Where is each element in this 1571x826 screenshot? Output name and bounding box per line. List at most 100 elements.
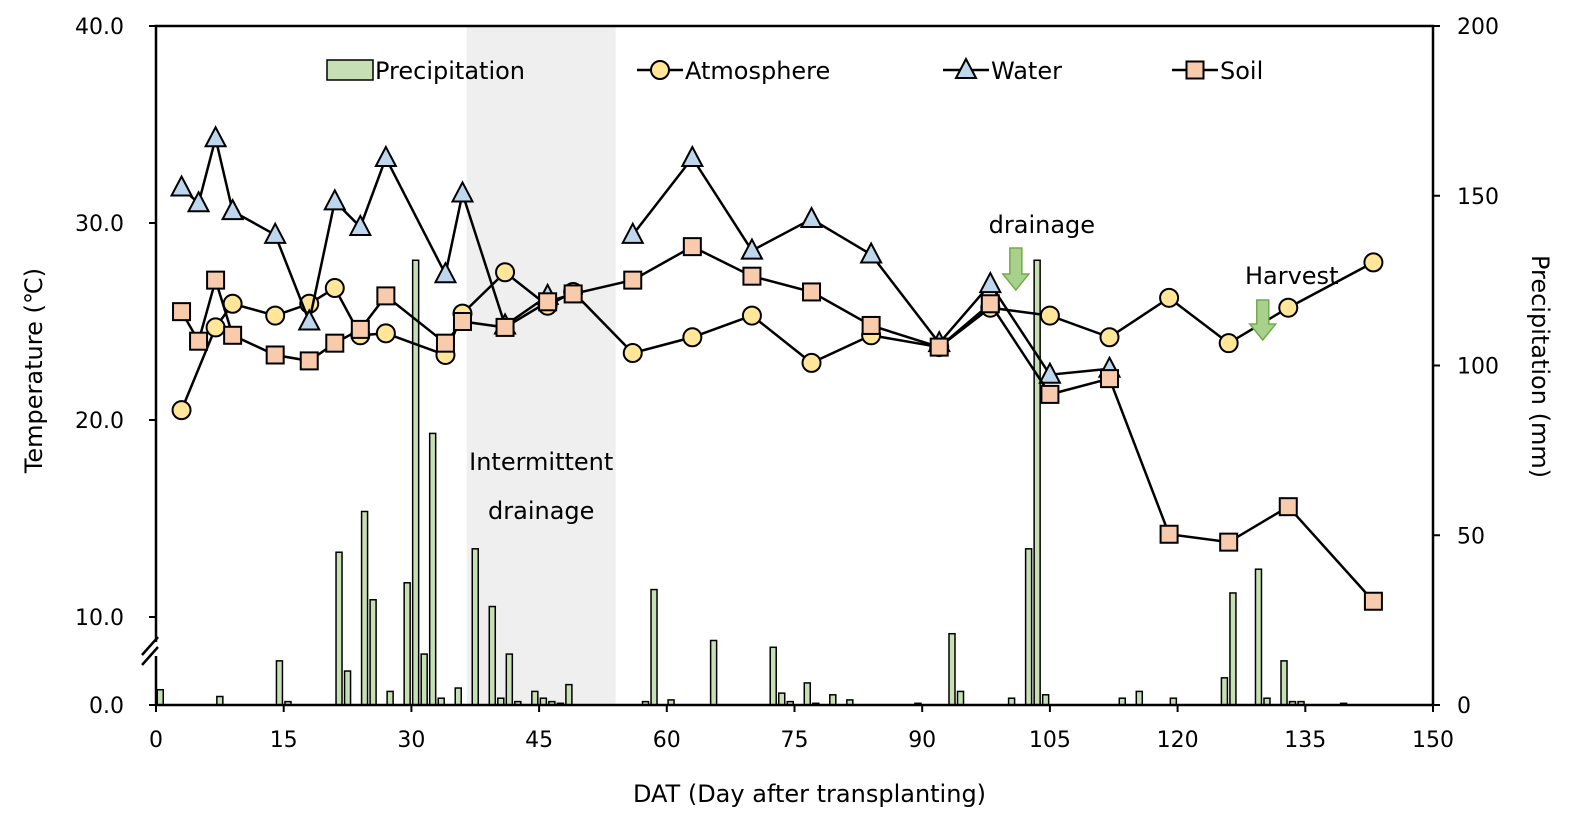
soil-point [980, 294, 1000, 314]
legend: Precipitation Atmosphere Water Soil [326, 56, 1263, 85]
series-lines [169, 125, 1384, 611]
y-right-tick-label: 100 [1457, 355, 1499, 380]
precipitation-bar [386, 690, 394, 706]
soil-point [1278, 497, 1298, 517]
precipitation-legend-swatch [326, 59, 374, 81]
water-legend-label: Water [991, 57, 1062, 85]
precipitation-bar [156, 688, 165, 706]
x-tick-label: 30 [397, 728, 425, 753]
atmosphere-point [171, 400, 192, 421]
soil-point [265, 345, 285, 365]
shaded-region-label-line-1: Intermittent [469, 448, 613, 476]
annotation-label: drainage [989, 211, 1095, 239]
water-point [203, 125, 228, 148]
atmosphere-point [1218, 333, 1239, 354]
precipitation-bar [1220, 677, 1229, 706]
soil-point [742, 266, 762, 286]
soil-point [1040, 384, 1060, 404]
x-tick-label: 90 [908, 728, 936, 753]
water-point [263, 221, 287, 244]
shaded-region [466, 26, 616, 705]
x-tick-label: 105 [1029, 728, 1071, 753]
soil-legend-label: Soil [1220, 57, 1263, 85]
precipitation-bar [948, 632, 956, 706]
atmosphere-legend-label: Atmosphere [685, 57, 830, 85]
precipitation-bar [403, 582, 411, 706]
left-axis-title: Temperature (℃) [20, 268, 48, 474]
precipitation-bar [369, 599, 377, 706]
precipitation-bar [829, 694, 837, 706]
atmosphere-point [265, 305, 286, 326]
precipitation-bar [420, 653, 428, 706]
soil-legend-marker [1185, 60, 1205, 80]
precipitation-bar [1041, 694, 1050, 706]
water-point [348, 213, 372, 236]
precipitation-bar [488, 605, 497, 706]
atmosphere-point [801, 352, 822, 373]
precipitation-bar [956, 690, 965, 706]
precipitation-bar [1280, 660, 1288, 706]
water-point [740, 237, 764, 260]
atmosphere-point [205, 317, 226, 338]
x-tick-label: 135 [1284, 728, 1326, 753]
x-tick-label: 15 [270, 728, 298, 753]
plot-frame [154, 24, 1435, 707]
precipitation-bar [335, 551, 343, 706]
soil-point [452, 312, 472, 331]
water-legend-marker [954, 56, 978, 79]
precipitation-legend-label: Precipitation [375, 57, 525, 85]
y-right-tick-label: 50 [1457, 524, 1485, 549]
soil-point [189, 331, 209, 351]
y-left-tick-label: 0.0 [89, 694, 124, 719]
water-point [1038, 361, 1062, 384]
precipitation-bar [650, 588, 658, 706]
axis-break-line [141, 646, 159, 666]
precipitation-bar [769, 646, 777, 706]
soil-point [495, 317, 515, 337]
atmosphere-point [682, 327, 703, 348]
atmosphere-legend-marker [650, 60, 670, 80]
atmosphere-point [1278, 297, 1299, 318]
soil-point [802, 282, 822, 302]
water-point [799, 205, 824, 229]
x-tick-label: 120 [1157, 728, 1199, 753]
soil-point [223, 325, 243, 345]
y-left-tick-label: 30.0 [75, 212, 124, 237]
precipitation-bar [1254, 568, 1263, 706]
water-point [374, 144, 398, 167]
precipitation-bar [216, 695, 224, 706]
water-point [621, 221, 645, 244]
soil-point [1099, 369, 1119, 389]
atmosphere-point [222, 293, 243, 314]
precipitation-bar [360, 510, 369, 706]
precipitation-bar [777, 692, 786, 706]
soil-point [1363, 591, 1383, 611]
annotation-arrow [1001, 247, 1031, 292]
precipitation-bar [428, 432, 437, 706]
annotation-arrow [1248, 299, 1278, 342]
precipitation-bar [454, 687, 462, 706]
precipitation-bar [411, 259, 420, 706]
y-left-tick-label: 10.0 [75, 606, 124, 631]
atmosphere-point [1099, 327, 1120, 348]
atmosphere-point [375, 323, 396, 344]
precipitation-bar [1135, 690, 1144, 706]
x-tick-label: 75 [781, 728, 809, 753]
water-point [433, 261, 458, 284]
precipitation-bar [565, 683, 573, 706]
precipitation-bar [803, 682, 812, 706]
soil-point [538, 292, 558, 312]
precipitation-bar [1033, 259, 1041, 706]
precipitation-bar [343, 670, 352, 706]
water-point [680, 144, 704, 167]
soil-point [929, 337, 949, 357]
precipitation-bar [709, 639, 718, 706]
x-tick-label: 60 [653, 728, 681, 753]
x-tick-label: 0 [149, 728, 163, 753]
soil-point [1219, 532, 1239, 552]
soil-point [563, 284, 583, 304]
precipitation-bar [471, 548, 479, 706]
atmosphere-point [324, 278, 345, 299]
precipitation-bar [1024, 548, 1033, 706]
